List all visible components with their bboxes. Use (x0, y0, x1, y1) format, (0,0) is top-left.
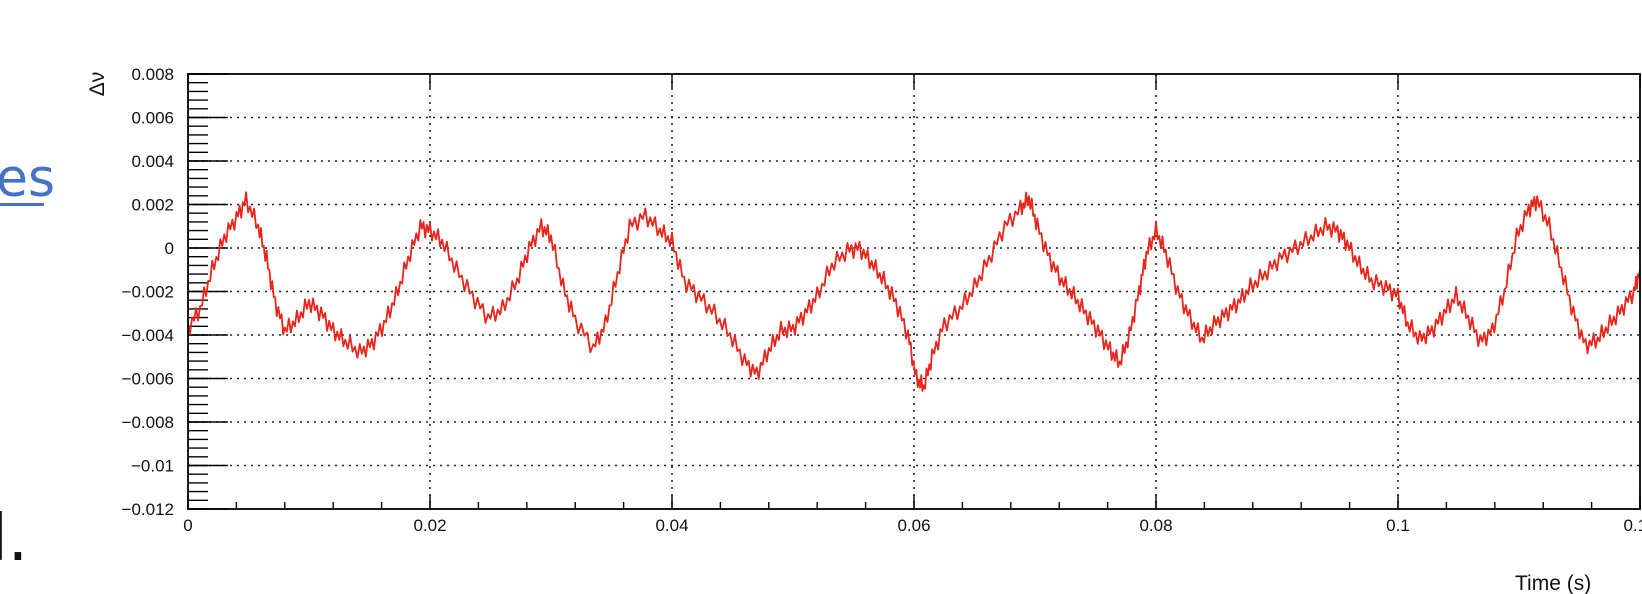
y-tick-label: −0.012 (122, 500, 174, 519)
clipped-link-underline (0, 203, 44, 206)
x-tick-label: 0 (183, 516, 192, 535)
x-tick-label: 0.04 (655, 516, 688, 535)
y-axis-title: Δν (86, 72, 109, 97)
y-tick-label: 0.006 (131, 109, 174, 128)
x-axis-title: Time (s) (1515, 572, 1591, 594)
y-tick-label: −0.01 (131, 457, 174, 476)
y-tick-label: −0.006 (122, 370, 174, 389)
tick-labels-layer: 0 0.02 0.04 0.06 0.08 0.1 0.12 −0.012 −0.01 −0.00… (122, 65, 1642, 535)
y-tick-label: −0.008 (122, 413, 174, 432)
x-tick-label: 0.1 (1386, 516, 1410, 535)
y-tick-label: 0.002 (131, 196, 174, 215)
series-line (187, 191, 1641, 392)
y-tick-label: 0.004 (131, 152, 174, 171)
clipped-link-text: es (0, 149, 55, 209)
y-tick-label: 0.008 (131, 65, 174, 84)
y-tick-label: 0 (165, 239, 174, 258)
clipped-dark-text: l. (0, 502, 28, 576)
x-tick-label: 0.02 (413, 516, 446, 535)
plot-frame (187, 73, 1641, 510)
x-tick-label: 0.08 (1139, 516, 1172, 535)
grid-layer (188, 74, 1640, 509)
y-tick-label: −0.004 (122, 326, 174, 345)
y-tick-label: −0.002 (122, 283, 174, 302)
x-tick-label: 0.12 (1623, 516, 1642, 535)
x-tick-label: 0.06 (897, 516, 930, 535)
